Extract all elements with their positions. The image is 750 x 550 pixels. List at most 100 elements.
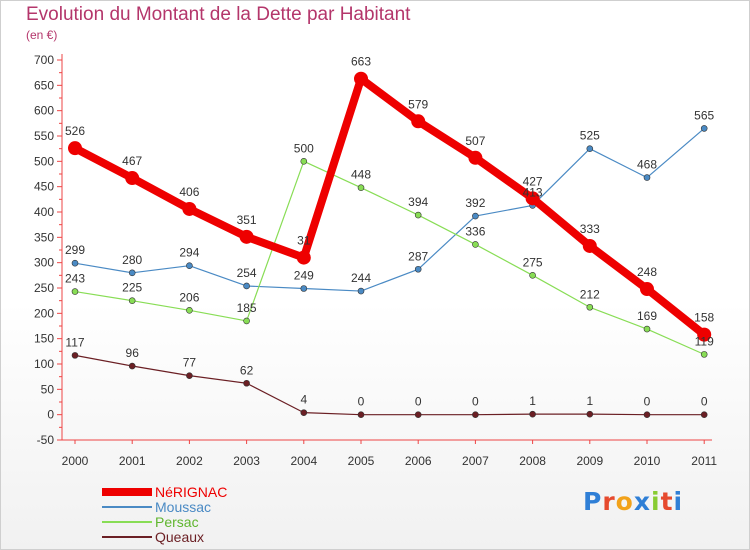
chart-title: Evolution du Montant de la Dette par Hab… <box>26 4 411 25</box>
data-point <box>243 379 250 387</box>
data-point <box>414 265 422 273</box>
legend-swatch <box>102 521 152 523</box>
y-tick-label: 150 <box>34 332 54 346</box>
data-label: 158 <box>694 311 714 325</box>
x-tick-label: 2001 <box>119 454 146 468</box>
series-line-moussac <box>74 127 705 292</box>
data-label: 467 <box>122 154 142 168</box>
data-point <box>643 411 651 418</box>
data-point <box>586 410 594 418</box>
legend-swatch <box>102 488 152 496</box>
data-point <box>243 317 250 325</box>
data-label: 406 <box>179 185 199 199</box>
data-label: 248 <box>637 265 657 279</box>
legend-label: Persac <box>155 514 199 530</box>
x-tick-label: 2010 <box>634 454 661 468</box>
y-tick-label: 700 <box>34 53 54 67</box>
data-point <box>182 201 197 216</box>
y-tick-label: 0 <box>47 408 54 422</box>
y-tick-label: 200 <box>34 306 54 320</box>
data-label: 336 <box>465 224 485 238</box>
data-point <box>700 411 708 418</box>
x-tick-label: 2009 <box>576 454 603 468</box>
data-label: 62 <box>240 363 254 377</box>
data-point <box>700 351 708 358</box>
data-point <box>357 411 365 418</box>
legend-item: Moussac <box>102 499 362 515</box>
x-tick-label: 2004 <box>290 454 317 468</box>
legend-item: Persac <box>102 514 362 530</box>
y-tick-label: 650 <box>34 78 54 92</box>
data-label: 254 <box>237 266 257 280</box>
data-point <box>71 259 79 267</box>
data-label: 185 <box>237 301 257 315</box>
data-point <box>186 262 193 270</box>
data-label: 663 <box>351 55 371 69</box>
data-point <box>472 411 479 418</box>
data-label: 117 <box>65 335 84 349</box>
data-point <box>582 238 597 253</box>
data-point <box>300 158 308 165</box>
series-line-queaux <box>74 354 705 416</box>
legend-label: NéRIGNAC <box>155 484 228 500</box>
data-point <box>472 241 479 248</box>
data-label: 525 <box>580 129 600 143</box>
data-label: 468 <box>637 158 657 172</box>
y-tick-label: 100 <box>34 357 54 371</box>
legend-label: Queaux <box>155 529 205 545</box>
data-point <box>411 114 426 129</box>
data-point <box>354 71 368 86</box>
y-tick-label: -50 <box>37 433 55 447</box>
data-point <box>357 287 365 295</box>
data-label: 394 <box>408 195 428 209</box>
data-label: 244 <box>351 271 371 285</box>
data-point <box>472 212 479 220</box>
x-tick-label: 2003 <box>233 454 260 468</box>
logo-letter: t <box>660 487 674 516</box>
data-point <box>239 229 254 244</box>
chart-unit: (en €) <box>26 28 58 42</box>
series-line-persac <box>74 160 705 355</box>
data-label: 280 <box>122 253 142 267</box>
data-point <box>525 191 540 206</box>
data-point <box>128 297 136 304</box>
y-tick-label: 600 <box>34 104 54 118</box>
data-label: 0 <box>358 395 365 409</box>
data-label: 0 <box>415 395 422 409</box>
data-point <box>186 372 193 379</box>
x-tick-label: 2008 <box>519 454 546 468</box>
data-label: 1 <box>586 394 593 408</box>
y-tick-label: 400 <box>34 205 54 219</box>
y-tick-label: 500 <box>34 154 54 168</box>
y-tick-label: 450 <box>34 180 54 194</box>
data-label: 287 <box>408 249 428 263</box>
data-point <box>697 327 712 342</box>
data-label: 507 <box>465 134 485 148</box>
data-label: 96 <box>126 346 140 360</box>
data-point <box>128 269 136 277</box>
data-point <box>125 171 140 186</box>
logo-letter: o <box>615 487 634 516</box>
data-label: 77 <box>183 356 197 370</box>
data-label: 333 <box>580 222 600 236</box>
legend-label: Moussac <box>155 499 212 515</box>
data-label: 212 <box>580 287 600 301</box>
data-point <box>529 410 536 418</box>
data-point <box>128 362 136 370</box>
data-label: 275 <box>523 255 543 269</box>
data-label: 225 <box>122 281 142 295</box>
data-point <box>243 282 250 290</box>
data-label: 169 <box>637 309 657 323</box>
proxiti-logo: Proxiti <box>583 487 683 516</box>
y-tick-label: 550 <box>34 129 54 143</box>
data-point <box>71 352 79 359</box>
data-point <box>296 250 311 265</box>
x-tick-label: 2000 <box>62 454 89 468</box>
data-label: 0 <box>701 395 708 409</box>
data-label: 299 <box>65 243 85 257</box>
data-label: 565 <box>694 108 714 122</box>
data-point <box>414 211 422 219</box>
data-label: 351 <box>237 213 257 227</box>
data-point <box>586 145 594 152</box>
